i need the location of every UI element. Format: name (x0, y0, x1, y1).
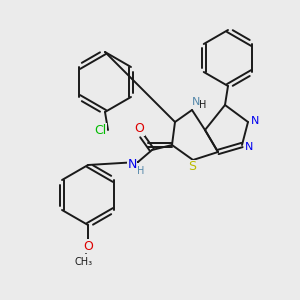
Text: H: H (199, 100, 207, 110)
Text: N: N (251, 116, 259, 126)
Text: Cl: Cl (94, 124, 106, 136)
Text: N: N (127, 158, 137, 172)
Text: O: O (134, 122, 144, 136)
Text: CH₃: CH₃ (75, 257, 93, 267)
Text: H: H (137, 166, 145, 176)
Text: O: O (83, 239, 93, 253)
Text: S: S (188, 160, 196, 173)
Text: N: N (245, 142, 253, 152)
Text: N: N (192, 97, 200, 107)
